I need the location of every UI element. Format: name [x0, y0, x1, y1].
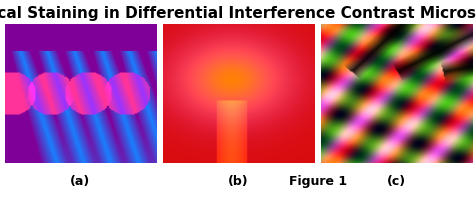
- Text: (a): (a): [70, 175, 90, 188]
- Text: Figure 1: Figure 1: [288, 175, 346, 188]
- Text: (b): (b): [228, 175, 248, 188]
- Text: Optical Staining in Differential Interference Contrast Microscopy: Optical Staining in Differential Interfe…: [0, 6, 476, 21]
- Text: (c): (c): [387, 175, 406, 188]
